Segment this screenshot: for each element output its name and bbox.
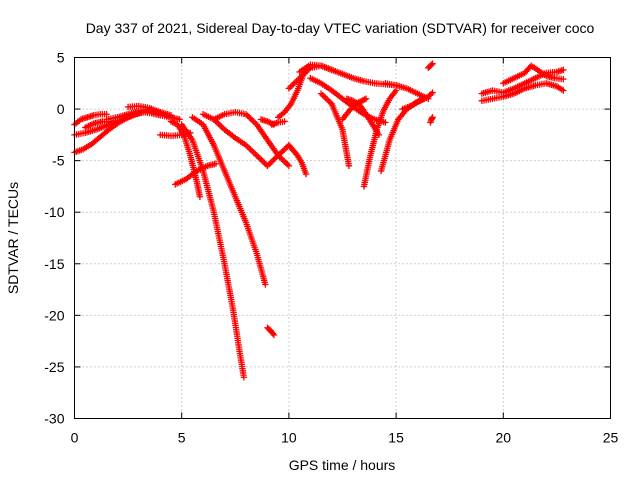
y-tick-label: 5 [57, 50, 65, 66]
x-tick-label: 10 [281, 430, 297, 446]
series-arc-10 [189, 114, 269, 288]
ticks-layer: 0 5 10 15 20 25 5 0 -5 -10 -15 -20 -25 -30 [44, 50, 618, 446]
y-tick-label: -5 [52, 153, 65, 169]
data-point [262, 281, 269, 288]
series-arc-26 [360, 87, 400, 190]
data-point [285, 162, 293, 169]
x-tick-label: 25 [603, 430, 619, 446]
data-point [281, 118, 288, 125]
data-point [269, 330, 277, 337]
grid-layer [74, 57, 611, 419]
points-layer [71, 60, 567, 381]
data-point [358, 97, 365, 105]
plot-frame [74, 57, 611, 419]
data-point [560, 66, 567, 74]
series-arc-34 [500, 62, 567, 87]
y-axis-title: SDTVAR / TECUs [5, 182, 21, 294]
y-tick-label: 0 [57, 101, 65, 117]
x-axis-title: GPS time / hours [289, 457, 396, 473]
series-arc-31 [427, 114, 436, 126]
data-point [176, 116, 183, 123]
data-point [560, 75, 567, 83]
data-point [382, 119, 389, 126]
data-point [429, 89, 436, 96]
y-tick-label: -10 [44, 204, 64, 220]
series-arc-18 [285, 141, 310, 178]
data-point [428, 61, 435, 68]
y-tick-label: -20 [44, 307, 64, 323]
data-point [345, 162, 353, 169]
data-point [425, 95, 432, 102]
series-arc-8 [167, 118, 204, 200]
data-point [427, 90, 435, 98]
y-tick-label: -25 [44, 359, 64, 375]
data-point [270, 331, 278, 339]
series-arc-33 [478, 80, 567, 105]
x-tick-label: 5 [178, 430, 186, 446]
data-point [560, 87, 567, 94]
x-tick-label: 15 [388, 430, 404, 446]
series-arc-30 [425, 60, 436, 72]
data-point [361, 96, 368, 103]
data-point [240, 374, 248, 381]
series-arc-9 [178, 121, 248, 381]
data-point [196, 193, 204, 200]
series-arc-11 [172, 160, 220, 188]
series-arc-29 [382, 80, 432, 102]
data-point [362, 95, 370, 102]
data-point [429, 60, 436, 67]
y-tick-label: -30 [44, 411, 64, 427]
chart-title: Day 337 of 2021, Sidereal Day-to-day VTE… [86, 20, 595, 36]
data-point [429, 114, 436, 121]
series-arc-3 [71, 111, 110, 128]
data-point [212, 160, 220, 167]
x-tick-label: 20 [496, 430, 512, 446]
x-tick-label: 0 [71, 430, 79, 446]
series-arc-17 [264, 324, 278, 339]
y-tick-label: -15 [44, 256, 64, 272]
data-point [360, 96, 367, 104]
series-arc-16 [268, 118, 288, 128]
data-point [302, 170, 310, 178]
series-arc-13 [210, 108, 293, 169]
